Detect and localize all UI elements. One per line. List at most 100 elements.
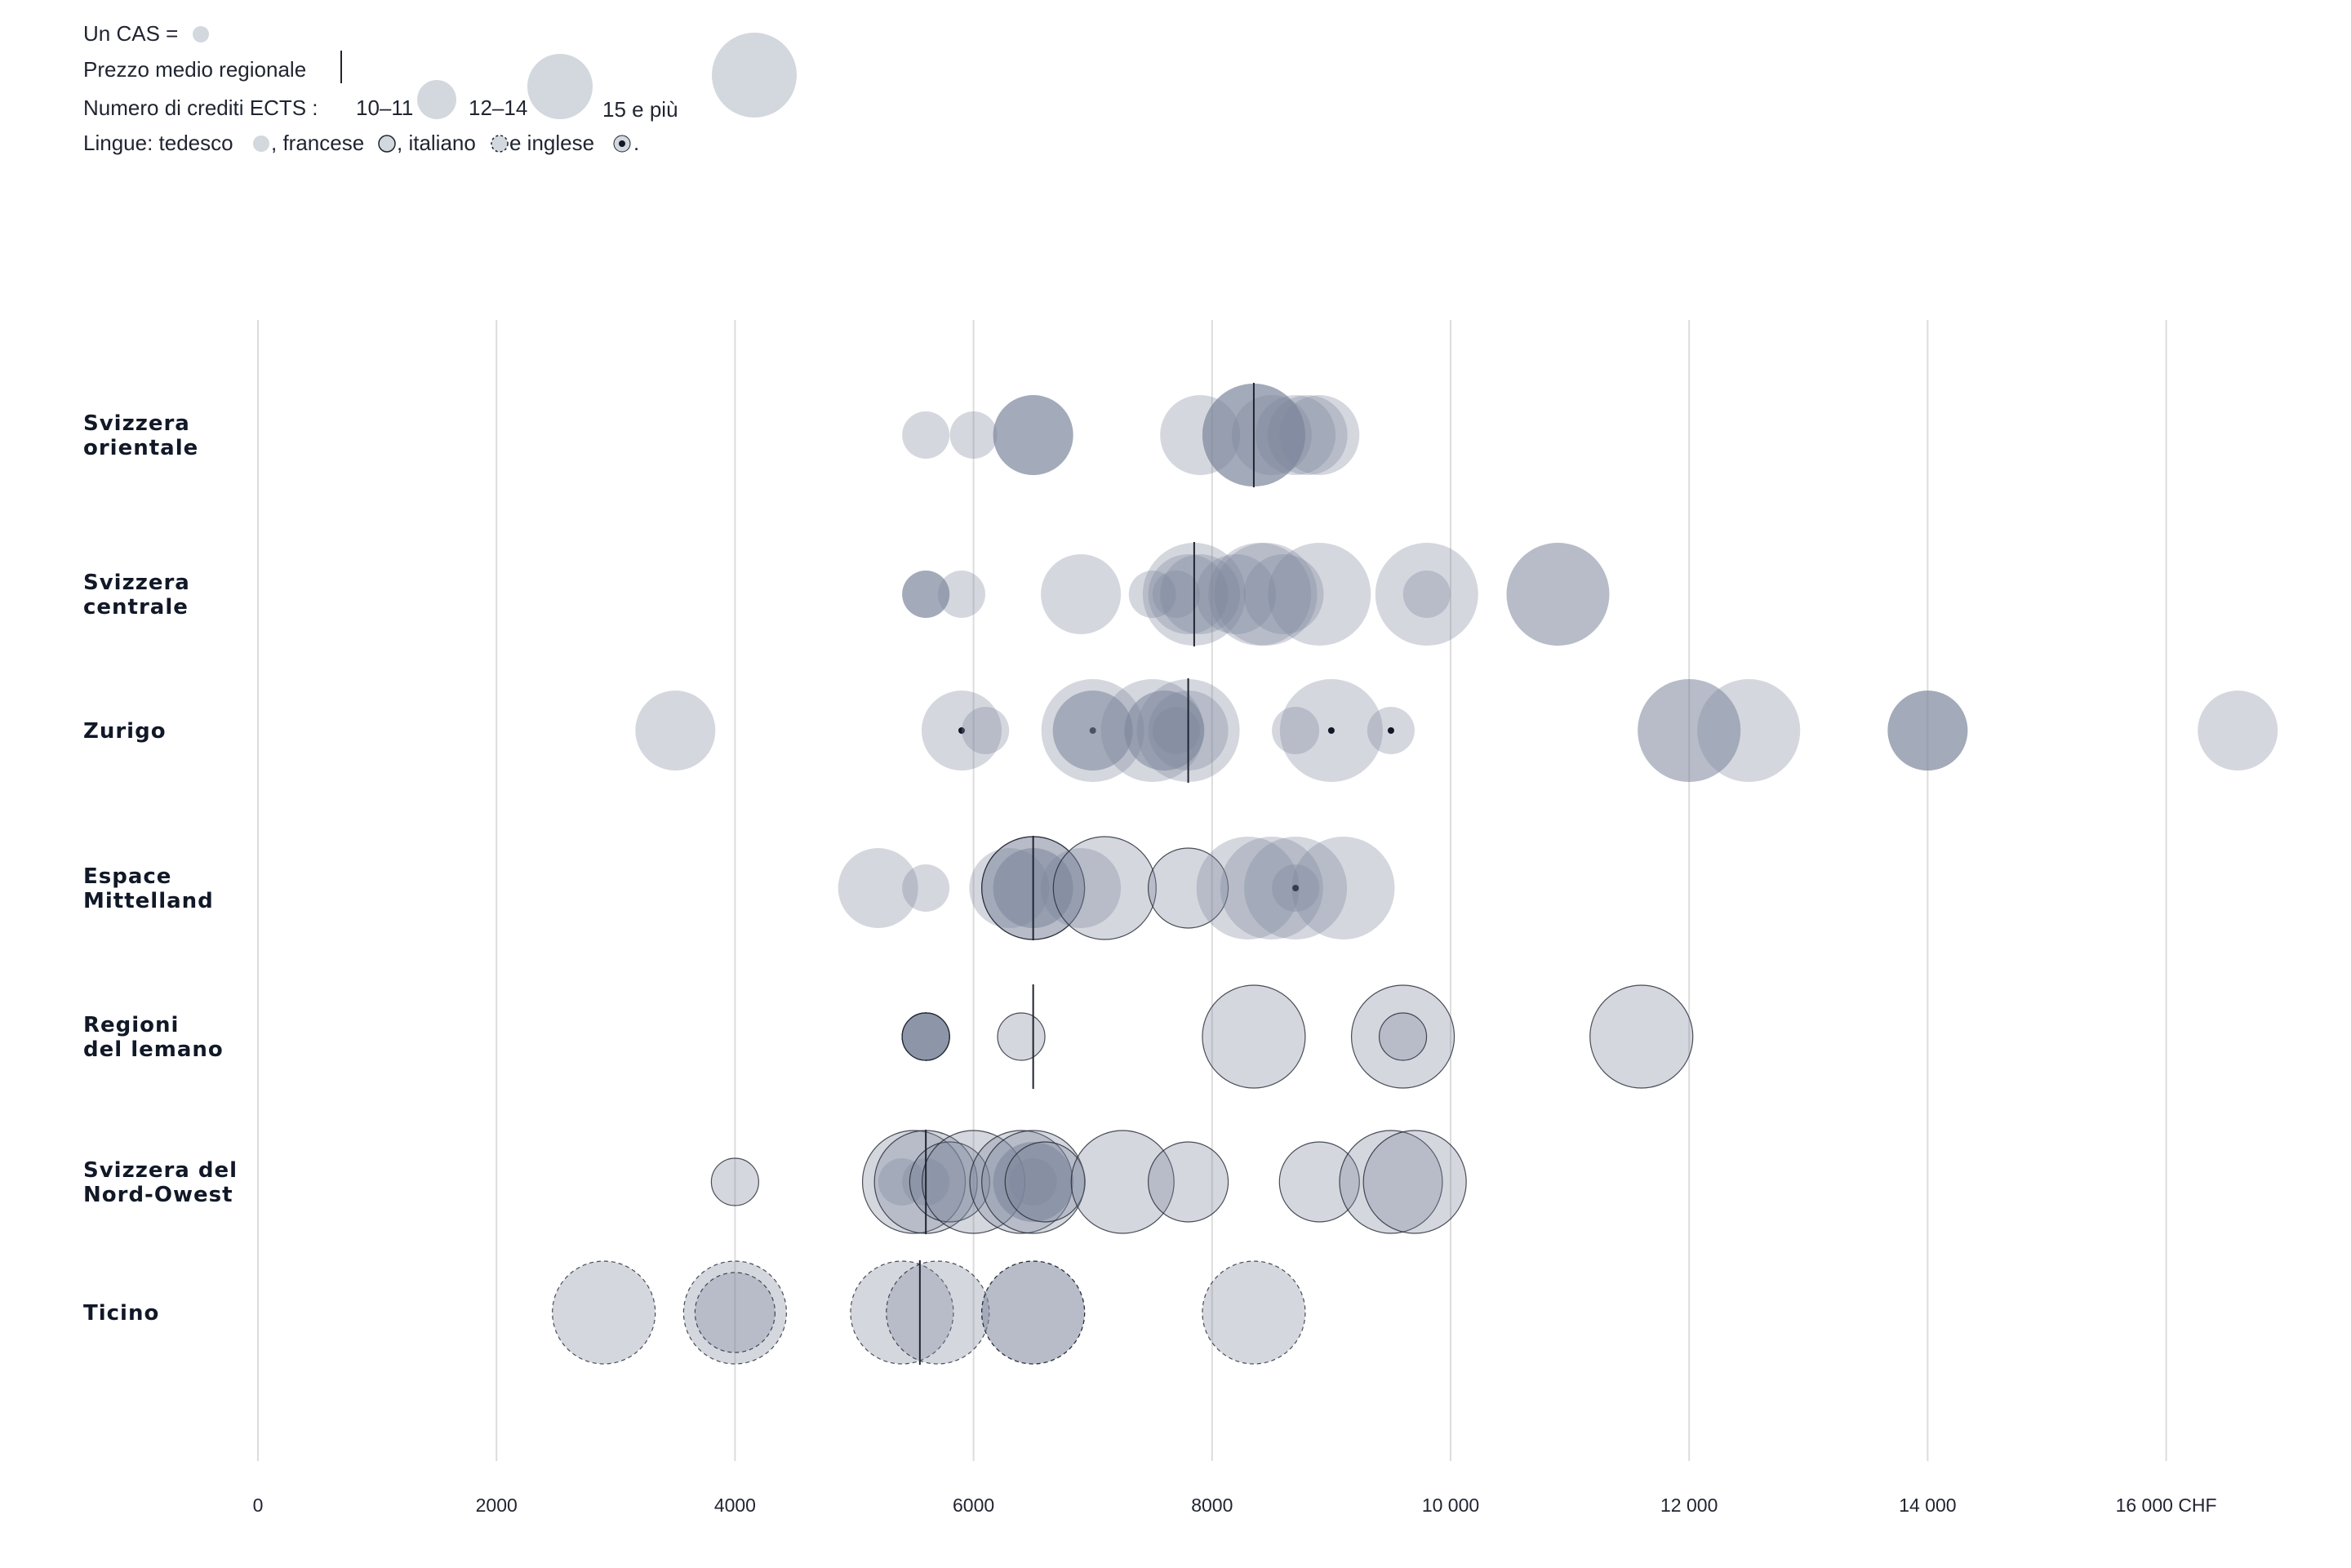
bubble: [1147, 847, 1229, 929]
bubble: [1041, 848, 1122, 928]
bubble: [1196, 837, 1300, 939]
bubble: [1887, 691, 1968, 771]
bubble: [1638, 679, 1741, 782]
legend-lang-italian-bubble: [491, 135, 509, 153]
region-label-line: Svizzera del: [83, 1158, 238, 1183]
bubble: [1506, 543, 1610, 646]
bubble: [969, 848, 1050, 928]
bubble: [1148, 554, 1229, 634]
x-tick-label: 14 000: [1899, 1495, 1956, 1516]
region-label-line: orientale: [83, 436, 198, 460]
legend: Un CAS = Prezzo medio regionale Numero d…: [83, 21, 797, 155]
region-label-line: Nord-Owest: [83, 1183, 233, 1207]
bubble: [1339, 1130, 1443, 1234]
bubbles: [552, 384, 2278, 1365]
bubble: [2198, 691, 2278, 771]
bubble: [921, 1130, 1026, 1234]
bubble: [993, 1142, 1073, 1222]
bubble: [1378, 1012, 1428, 1061]
legend-lang-english-dot: [619, 140, 625, 147]
bubble: [1124, 691, 1205, 771]
bubble: [902, 571, 950, 618]
bubble: [901, 1012, 950, 1061]
bubble: [1124, 691, 1205, 771]
english-dot: [1327, 727, 1335, 734]
bubble: [902, 571, 950, 618]
bubble: [981, 1260, 1086, 1365]
x-tick-label: 4000: [714, 1495, 756, 1516]
region-label-line: Svizzera: [83, 411, 190, 436]
bubble: [1375, 543, 1478, 646]
bubble: [1160, 554, 1241, 634]
region-label: Ticino: [83, 1301, 159, 1326]
bubble: [949, 411, 998, 459]
bubble: [1506, 543, 1610, 646]
bubble: [1362, 1130, 1467, 1234]
bubble: [997, 1012, 1046, 1061]
bubble: [969, 1130, 1073, 1234]
bubble: [1052, 691, 1133, 771]
bubble: [1152, 571, 1200, 618]
region-label: Svizzera orientale: [83, 411, 198, 460]
bubble: [1070, 1130, 1175, 1234]
legend-one-cas-bubble: [193, 26, 209, 42]
x-tick-label: 16 000 CHF: [2116, 1495, 2217, 1516]
x-tick-label: 12 000: [1660, 1495, 1718, 1516]
bubble: [1041, 554, 1122, 634]
bubble: [1004, 1141, 1086, 1223]
bubble: [962, 707, 1010, 754]
bubble: [902, 864, 950, 912]
legend-lang-en: e inglese: [509, 131, 594, 155]
bubble: [850, 1260, 954, 1365]
region-label-line: Espace: [83, 864, 171, 889]
legend-lang-fr: , francese: [271, 131, 364, 155]
region-label-line: Regioni: [83, 1013, 179, 1037]
bubble: [1100, 679, 1204, 782]
region-label: Svizzera del Nord-Owest: [83, 1158, 238, 1207]
region-label-line: centrale: [83, 595, 189, 620]
bubble: [1402, 571, 1451, 618]
bubble: [1268, 543, 1371, 646]
legend-ects-label: Numero di crediti ECTS :: [83, 96, 318, 120]
legend-ects-large-bubble: [712, 33, 797, 118]
bubble: [1697, 679, 1801, 782]
average-lines: [918, 383, 1255, 1365]
bubble: [1267, 395, 1348, 475]
legend-lang-it: , italiano: [397, 131, 476, 155]
legend-lang-german-bubble: [253, 135, 269, 152]
bubble: [1887, 691, 1968, 771]
english-dot: [958, 727, 965, 734]
bubble: [993, 395, 1073, 475]
bubble: [1350, 984, 1455, 1089]
bubble: [861, 1130, 967, 1234]
bubble: [1208, 543, 1312, 646]
bubble: [838, 848, 918, 928]
x-tick-label: 6000: [953, 1495, 994, 1516]
x-tick-label: 2000: [476, 1495, 518, 1516]
bubble: [1278, 1141, 1360, 1223]
bubble: [1231, 395, 1312, 475]
x-axis-ticks: 0 2000 4000 6000 8000 10 000 12 000 14 000 16 00…: [253, 1495, 2217, 1516]
bubble: [1160, 395, 1241, 475]
region-label: Regioni del lemano: [83, 1013, 224, 1062]
bubble: [886, 1260, 990, 1365]
x-tick-label: 8000: [1191, 1495, 1233, 1516]
legend-languages: Lingue: tedesco: [83, 131, 233, 155]
legend-ects-small: 10–11: [356, 96, 413, 120]
x-tick-label: 0: [253, 1495, 264, 1516]
bubble: [635, 691, 716, 771]
bubble: [902, 571, 950, 618]
bubble: [682, 1260, 788, 1365]
x-tick-label: 10 000: [1422, 1495, 1479, 1516]
bubble: [981, 1130, 1086, 1234]
bubble: [1589, 984, 1694, 1089]
region-label: Zurigo: [83, 719, 167, 744]
english-dot: [1292, 885, 1300, 891]
bubble: [909, 1141, 990, 1223]
region-label: Espace Mittelland: [83, 864, 214, 913]
bubble: [1887, 691, 1968, 771]
legend-ects-small-bubble: [417, 80, 456, 119]
english-dot: [1089, 727, 1096, 734]
